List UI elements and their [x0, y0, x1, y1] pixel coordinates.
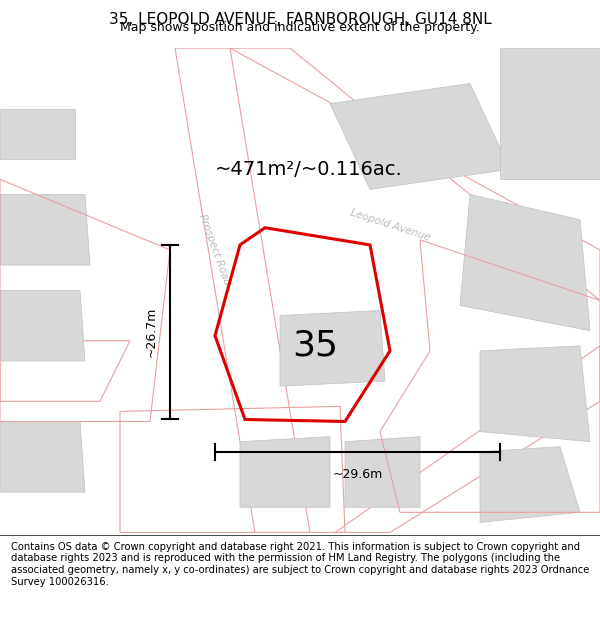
- Polygon shape: [175, 48, 310, 532]
- Polygon shape: [460, 194, 590, 331]
- Text: Map shows position and indicative extent of the property.: Map shows position and indicative extent…: [120, 21, 480, 34]
- Text: ~471m²/~0.116ac.: ~471m²/~0.116ac.: [215, 160, 403, 179]
- Polygon shape: [0, 341, 130, 401]
- Polygon shape: [0, 109, 75, 159]
- Polygon shape: [345, 437, 420, 508]
- Polygon shape: [280, 311, 385, 386]
- Polygon shape: [0, 194, 90, 265]
- Text: Contains OS data © Crown copyright and database right 2021. This information is : Contains OS data © Crown copyright and d…: [11, 542, 589, 586]
- Polygon shape: [480, 346, 590, 442]
- Text: 35, LEOPOLD AVENUE, FARNBOROUGH, GU14 8NL: 35, LEOPOLD AVENUE, FARNBOROUGH, GU14 8N…: [109, 12, 491, 27]
- Text: 35: 35: [292, 329, 338, 363]
- Polygon shape: [335, 346, 600, 532]
- Polygon shape: [240, 437, 330, 508]
- Polygon shape: [500, 48, 600, 179]
- Text: Leopold Avenue: Leopold Avenue: [349, 207, 431, 242]
- Polygon shape: [0, 290, 85, 361]
- Polygon shape: [480, 447, 580, 522]
- Text: ~29.6m: ~29.6m: [332, 468, 383, 481]
- Polygon shape: [0, 421, 85, 492]
- Text: Prospect Road: Prospect Road: [197, 213, 233, 287]
- Text: ~26.7m: ~26.7m: [145, 307, 158, 358]
- Polygon shape: [330, 84, 510, 189]
- Polygon shape: [230, 48, 600, 301]
